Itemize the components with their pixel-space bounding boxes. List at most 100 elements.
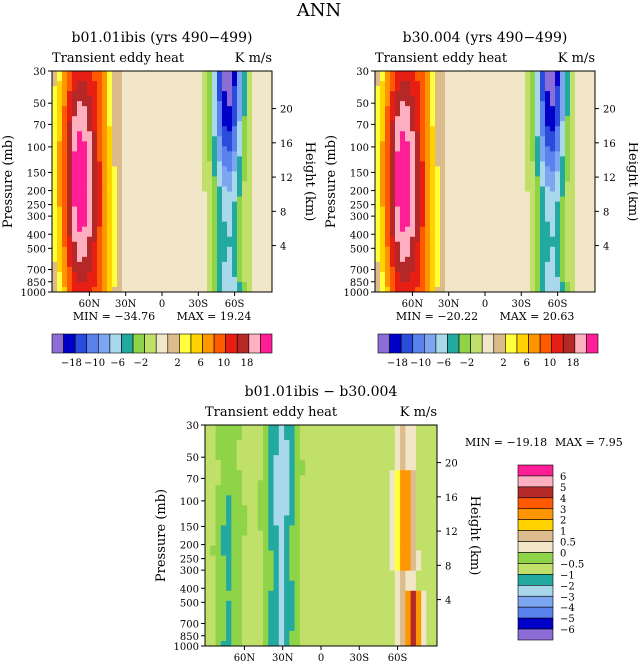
- contour-cell: [315, 475, 322, 481]
- contour-cell: [485, 246, 491, 253]
- contour-cell: [420, 216, 426, 223]
- contour-cell: [82, 146, 88, 152]
- contour-cell: [425, 176, 431, 182]
- contour-cell: [187, 221, 193, 228]
- contour-cell: [485, 71, 491, 77]
- contour-cell: [197, 271, 203, 278]
- contour-cell: [385, 86, 391, 92]
- contour-cell: [490, 151, 496, 157]
- contour-cell: [420, 226, 426, 233]
- contour-cell: [440, 151, 446, 157]
- contour-cell: [440, 71, 446, 77]
- contour-cell: [242, 166, 248, 172]
- contour-cell: [470, 176, 476, 182]
- contour-cell: [585, 186, 591, 192]
- contour-cell: [182, 96, 188, 102]
- contour-cell: [220, 485, 227, 491]
- contour-cell: [495, 246, 501, 253]
- contour-cell: [257, 246, 263, 253]
- contour-cell: [385, 91, 391, 97]
- contour-cell: [257, 450, 264, 456]
- contour-cell: [520, 276, 526, 283]
- contour-cell: [570, 151, 576, 157]
- contour-cell: [440, 261, 446, 268]
- height-tick-label: 4: [280, 242, 286, 253]
- contour-cell: [450, 171, 456, 177]
- contour-cell: [535, 171, 541, 177]
- contour-cell: [545, 106, 551, 112]
- contour-cell: [237, 176, 243, 182]
- contour-cell: [77, 201, 83, 208]
- contour-cell: [550, 91, 556, 97]
- contour-cell: [305, 465, 311, 471]
- contour-cell: [273, 515, 280, 521]
- contour-cell: [289, 515, 296, 521]
- contour-cell: [530, 226, 536, 233]
- contour-cell: [465, 131, 471, 137]
- contour-cell: [505, 201, 511, 208]
- colorbar-swatch: [470, 333, 483, 354]
- contour-cell: [565, 96, 571, 102]
- contour-cell: [217, 81, 223, 87]
- contour-cell: [252, 136, 258, 142]
- contour-cell: [220, 580, 227, 587]
- contour-cell: [142, 226, 148, 233]
- contour-cell: [97, 116, 103, 122]
- contour-cell: [147, 186, 153, 192]
- contour-cell: [87, 91, 93, 97]
- contour-cell: [410, 206, 416, 213]
- contour-cell: [550, 96, 556, 102]
- contour-cell: [294, 540, 301, 546]
- contour-cell: [207, 111, 213, 117]
- contour-cell: [289, 595, 296, 602]
- contour-cell: [132, 181, 138, 187]
- contour-cell: [570, 146, 576, 152]
- contour-cell: [395, 166, 401, 172]
- contour-cell: [430, 211, 436, 218]
- contour-cell: [257, 191, 263, 197]
- contour-cell: [445, 221, 451, 228]
- contour-cell: [241, 565, 248, 572]
- contour-cell: [500, 76, 506, 82]
- contour-cell: [405, 151, 411, 157]
- contour-cell: [545, 271, 551, 278]
- contour-cell: [252, 201, 258, 208]
- contour-cell: [197, 211, 203, 218]
- contour-cell: [72, 151, 78, 157]
- chart-panel-2: b30.004 (yrs 490−499)Transient eddy heat…: [324, 30, 638, 369]
- contour-cell: [177, 181, 183, 187]
- contour-cell: [72, 211, 78, 218]
- contour-cell: [575, 276, 581, 283]
- contour-cell: [62, 231, 68, 238]
- colorbar-swatch: [144, 333, 157, 354]
- contour-cell: [147, 196, 153, 202]
- contour-cell: [232, 156, 238, 162]
- contour-cell: [267, 146, 273, 152]
- contour-cell: [460, 146, 466, 152]
- contour-cell: [273, 495, 280, 501]
- contour-cell: [460, 251, 466, 258]
- contour-cell: [284, 540, 290, 546]
- contour-cell: [77, 211, 83, 218]
- contour-cell: [232, 241, 238, 248]
- contour-cell: [252, 425, 259, 431]
- contour-cell: [445, 181, 451, 187]
- contour-cell: [410, 281, 416, 288]
- contour-cell: [535, 266, 541, 273]
- contour-cell: [152, 176, 158, 182]
- colorbar-swatch: [586, 333, 599, 354]
- contour-cell: [147, 91, 153, 97]
- contour-cell: [570, 141, 576, 147]
- contour-cell: [590, 266, 596, 273]
- contour-cell: [237, 111, 243, 117]
- contour-cell: [289, 520, 296, 526]
- contour-cell: [87, 266, 93, 273]
- contour-cell: [72, 161, 78, 167]
- contour-cell: [236, 480, 243, 486]
- contour-cell: [268, 585, 274, 592]
- contour-cell: [167, 216, 173, 223]
- contour-cell: [197, 206, 203, 213]
- contour-cell: [207, 166, 213, 172]
- contour-cell: [585, 76, 591, 82]
- contour-cell: [450, 111, 456, 117]
